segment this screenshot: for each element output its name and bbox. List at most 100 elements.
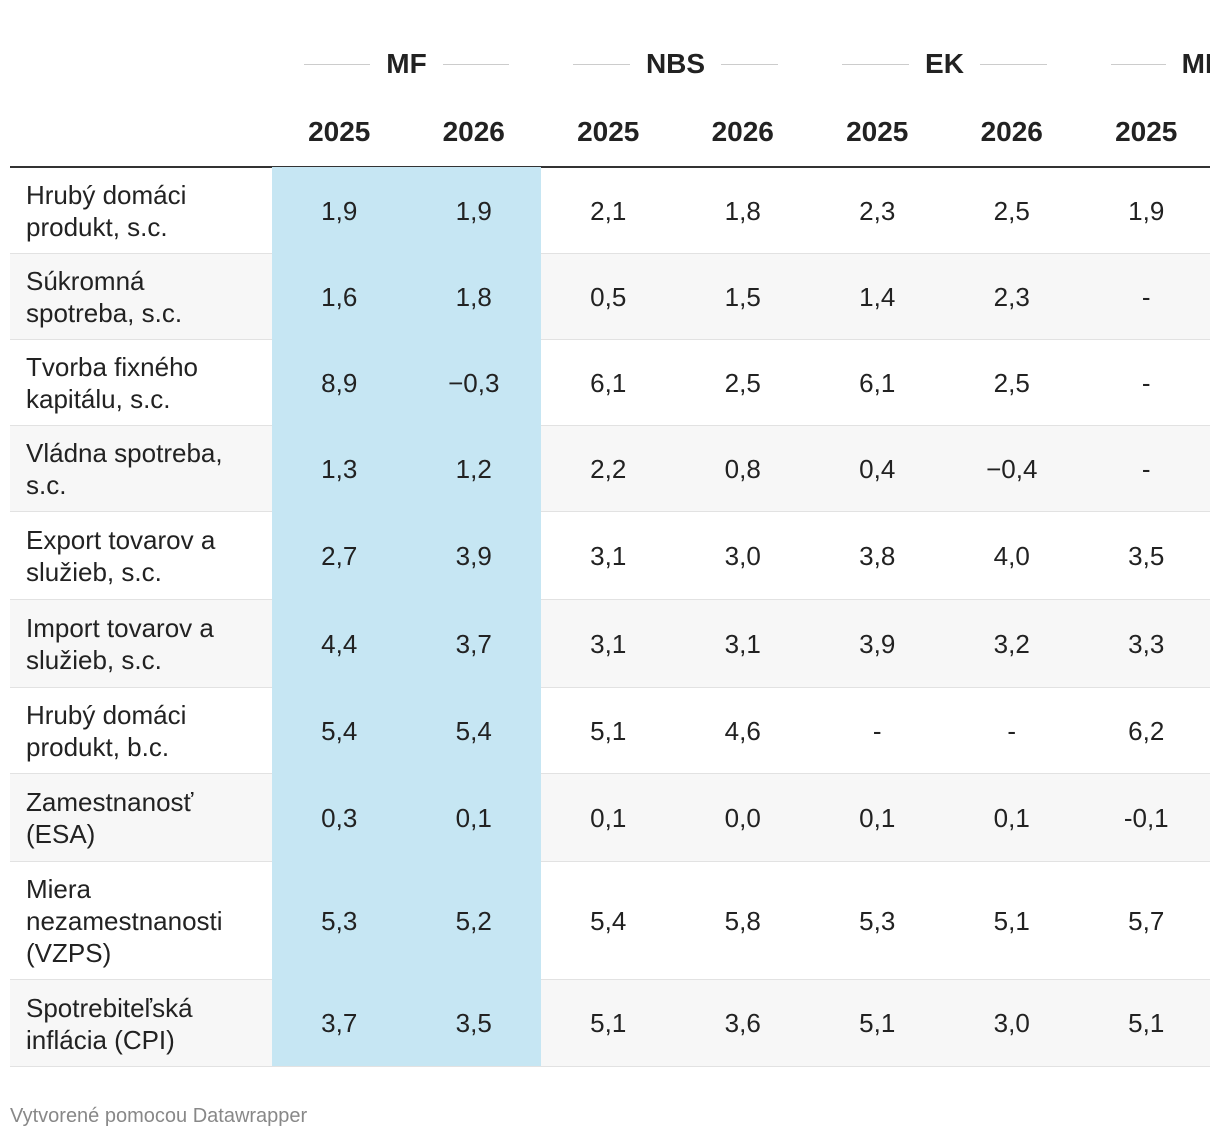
row-bg (10, 862, 1210, 980)
cell: - (1007, 715, 1017, 746)
cell: 1,2 (455, 453, 492, 484)
row-label: Miera nezamestnanosti (VZPS) (26, 874, 223, 968)
cell: 3,1 (590, 628, 627, 659)
cell: 0,4 (859, 453, 896, 484)
cell: 5,1 (993, 905, 1030, 936)
group-label: MMF (1181, 48, 1210, 79)
cell: 5,4 (590, 905, 627, 936)
cell: 1,4 (859, 281, 896, 312)
rule (721, 63, 778, 65)
cell: -0,1 (1123, 802, 1169, 833)
rule (442, 63, 509, 65)
cell: 6,1 (859, 367, 896, 398)
year-header: 2025 (577, 116, 640, 147)
cell: 1,6 (321, 281, 358, 312)
group-header: MMF (1079, 44, 1210, 84)
cell: 2,5 (993, 195, 1030, 226)
cell: 1,8 (724, 195, 761, 226)
row-label: Spotrebiteľská inflácia (CPI) (26, 992, 193, 1055)
year-header: 2026 (442, 116, 505, 147)
cell: - (1141, 367, 1151, 398)
cell: −0,3 (448, 367, 500, 398)
cell: 3,9 (455, 540, 492, 571)
cell: −0,4 (986, 453, 1038, 484)
row-label: Import tovarov a služieb, s.c. (26, 613, 214, 675)
cell: 3,5 (455, 1008, 492, 1038)
row-label: Export tovarov a služieb, s.c. (26, 525, 216, 587)
cell: 3,2 (993, 628, 1030, 659)
cell: - (872, 715, 882, 746)
cell: 5,1 (590, 1008, 627, 1038)
year-header: 2025 (308, 116, 371, 147)
row-bg (10, 168, 1210, 254)
cell: 2,5 (993, 367, 1030, 398)
group-label: MF (386, 48, 427, 79)
cell: 0,1 (993, 802, 1030, 833)
cell: 1,9 (1128, 195, 1165, 226)
cell: 0,8 (724, 453, 761, 484)
row-bg (10, 512, 1210, 600)
cell: 2,3 (859, 195, 896, 226)
cell: 3,0 (724, 540, 761, 571)
row-bg (10, 774, 1210, 862)
cell: 0,1 (590, 802, 627, 833)
credit: Vytvorené pomocou Datawrapper (10, 1105, 308, 1127)
cell: 1,9 (455, 195, 492, 226)
cell: 3,1 (724, 628, 761, 659)
year-header: 2026 (711, 116, 774, 147)
row-label: Hrubý domáci produkt, b.c. (26, 700, 187, 762)
cell: 0,3 (321, 802, 358, 833)
cell: 2,7 (321, 540, 358, 571)
group-header: EK (810, 44, 1079, 84)
row-label: Súkromná spotreba, s.c. (26, 266, 183, 328)
group-header: MF (272, 44, 541, 84)
cell: 1,3 (321, 453, 358, 484)
row-bg (10, 426, 1210, 512)
row-bg (10, 688, 1210, 774)
cell: 5,4 (321, 715, 358, 746)
cell: 5,1 (1128, 1008, 1165, 1038)
cell: 8,9 (321, 367, 358, 398)
cell: 4,4 (321, 628, 358, 659)
rule (573, 63, 630, 65)
cell: 5,8 (724, 905, 761, 936)
cell: 2,3 (993, 281, 1030, 312)
cell: - (1141, 453, 1151, 484)
cell: 5,2 (455, 905, 492, 936)
cell: 4,6 (724, 715, 761, 746)
row-bg (10, 340, 1210, 426)
row-label: Tvorba fixného kapitálu, s.c. (26, 352, 198, 414)
rule (304, 63, 371, 65)
row-bg (10, 600, 1210, 688)
cell: 3,8 (859, 540, 896, 571)
year-header: 2026 (980, 116, 1043, 147)
cell: 0,1 (859, 802, 896, 833)
table: MF NBS EK MMF 2025 2026 2025 2026 2025 2026 2025 Hr… (10, 0, 1210, 1080)
cell: 3,3 (1128, 628, 1165, 659)
cell: 1,9 (321, 195, 358, 226)
row-label: Vládna spotreba, s.c. (26, 438, 223, 500)
cell: 1,8 (455, 281, 492, 312)
cell: 3,1 (590, 540, 627, 571)
highlight (272, 167, 541, 1066)
cell: 0,0 (724, 802, 761, 833)
cell: 2,2 (590, 453, 627, 484)
cell: 0,1 (455, 802, 492, 833)
rule (1111, 63, 1166, 65)
cell: 3,0 (993, 1008, 1030, 1038)
header-rule (10, 166, 1210, 168)
cell: 0,5 (590, 281, 627, 312)
group-label: EK (925, 48, 964, 79)
cell: 5,3 (859, 905, 896, 936)
cell: 3,6 (724, 1008, 761, 1038)
cell: 4,0 (993, 540, 1030, 571)
row-label: Zamestnanosť (ESA) (26, 787, 194, 849)
year-header: 2025 (1115, 116, 1178, 147)
cell: 5,1 (859, 1008, 896, 1038)
row-label: Hrubý domáci produkt, s.c. (26, 180, 187, 242)
rule (842, 63, 910, 65)
cell: 3,7 (455, 628, 492, 659)
group-label: NBS (645, 48, 706, 79)
cell: 6,2 (1128, 715, 1165, 746)
